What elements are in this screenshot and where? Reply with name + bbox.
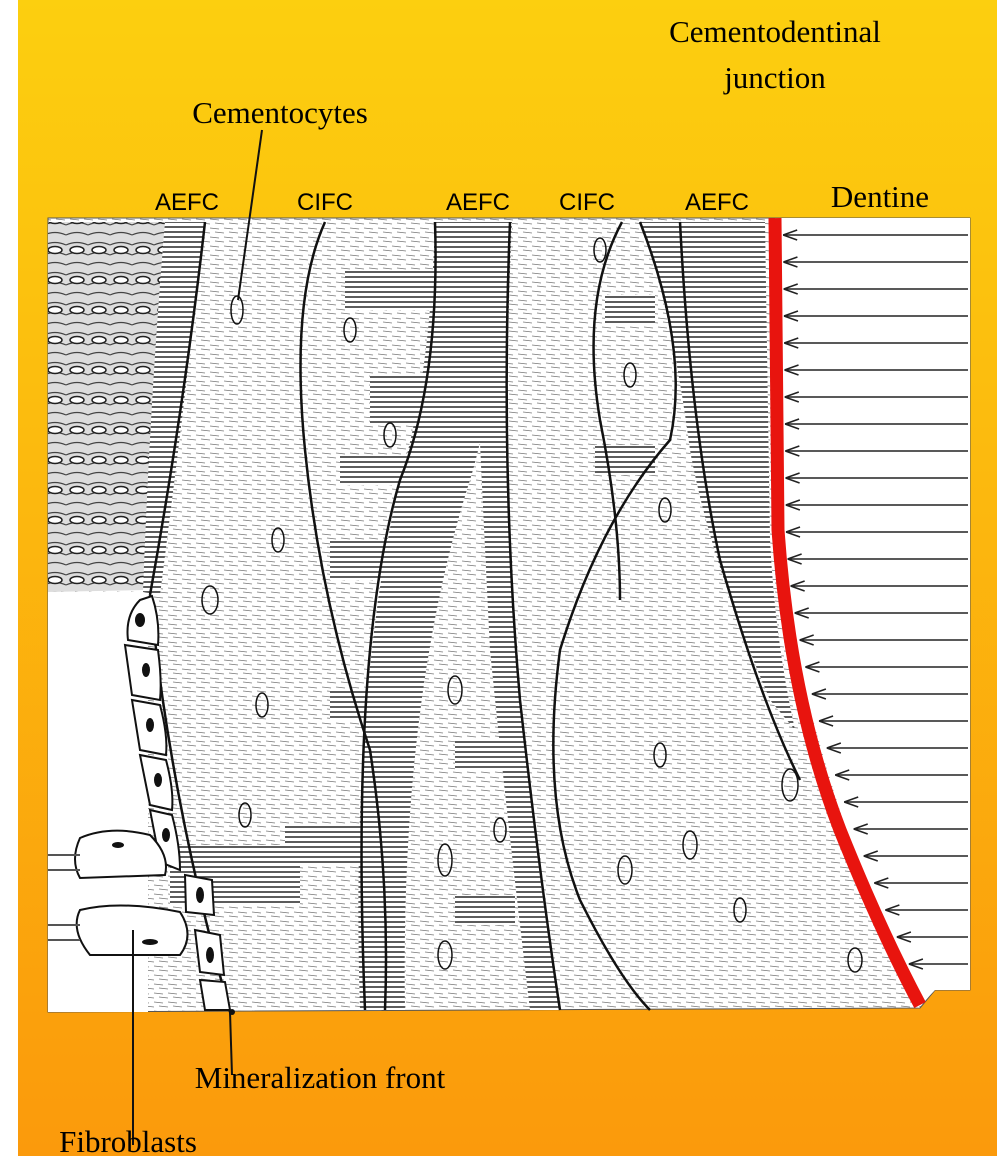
cdj-label-line: junction — [723, 60, 826, 95]
mineralization-front-label: Mineralization front — [195, 1060, 446, 1095]
layer-label: AEFC — [155, 189, 219, 216]
page: AEFC CIFC AEFC CIFC AEFC Dentine Cementocyte… — [0, 0, 997, 1156]
margin — [0, 0, 18, 1156]
cementocytes-label: Cementocytes — [192, 95, 368, 130]
layer-label: CIFC — [559, 189, 615, 216]
fibroblasts-label: Fibroblasts — [59, 1124, 197, 1156]
figure: AEFC CIFC AEFC CIFC AEFC Dentine Cementocyte… — [0, 0, 997, 1156]
layer-label: AEFC — [685, 189, 749, 216]
dentine-label: Dentine — [831, 179, 929, 214]
cdj-label-line: Cementodentinal — [669, 14, 881, 49]
pointer-dot — [229, 1009, 235, 1015]
layer-label: AEFC — [446, 189, 510, 216]
layer-label: CIFC — [297, 189, 353, 216]
